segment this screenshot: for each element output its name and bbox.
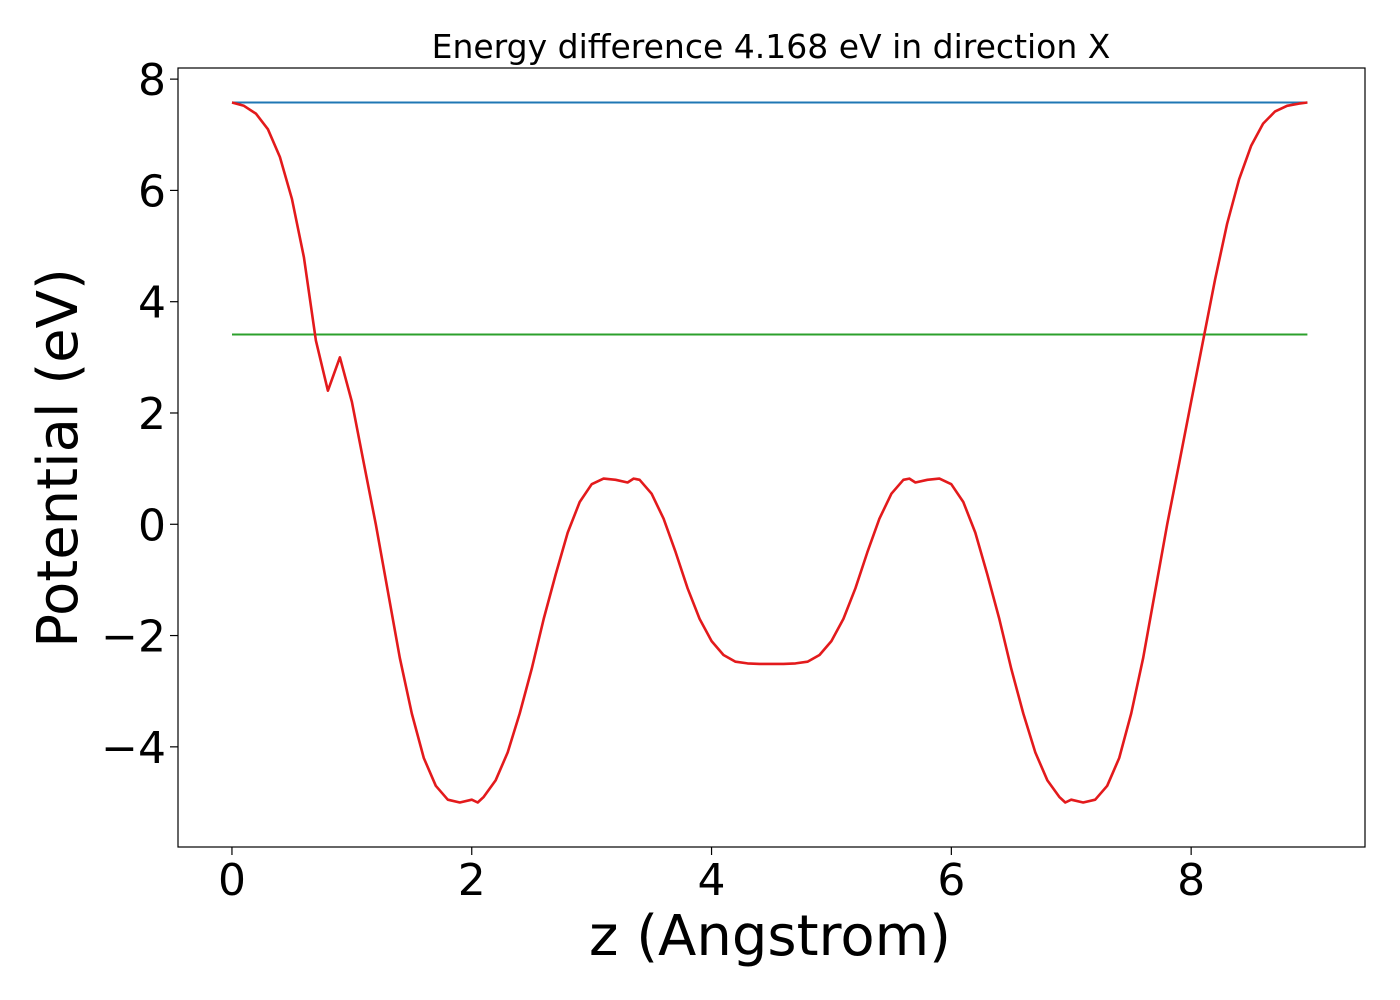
y-tick-label: 8 <box>138 55 166 106</box>
y-tick-label: 2 <box>138 389 166 440</box>
y-tick-label: 0 <box>138 500 166 551</box>
x-tick-label: 2 <box>458 855 486 906</box>
plot-area-frame <box>177 67 1366 848</box>
series-line-2 <box>231 101 1308 804</box>
y-tick-label: −4 <box>101 723 166 774</box>
chart-title: Energy difference 4.168 eV in direction … <box>432 27 1111 66</box>
x-tick-label: 4 <box>698 855 726 906</box>
x-tick-label: 0 <box>218 855 246 906</box>
y-tick-label: 6 <box>138 166 166 217</box>
y-tick-label: −2 <box>101 612 166 663</box>
x-tick-label: 6 <box>937 855 965 906</box>
x-tick-label: 8 <box>1177 855 1205 906</box>
y-tick-label: 4 <box>138 278 166 329</box>
y-axis-label: Potential (eV) <box>26 268 91 648</box>
x-axis-label: z (Angstrom) <box>589 904 951 969</box>
